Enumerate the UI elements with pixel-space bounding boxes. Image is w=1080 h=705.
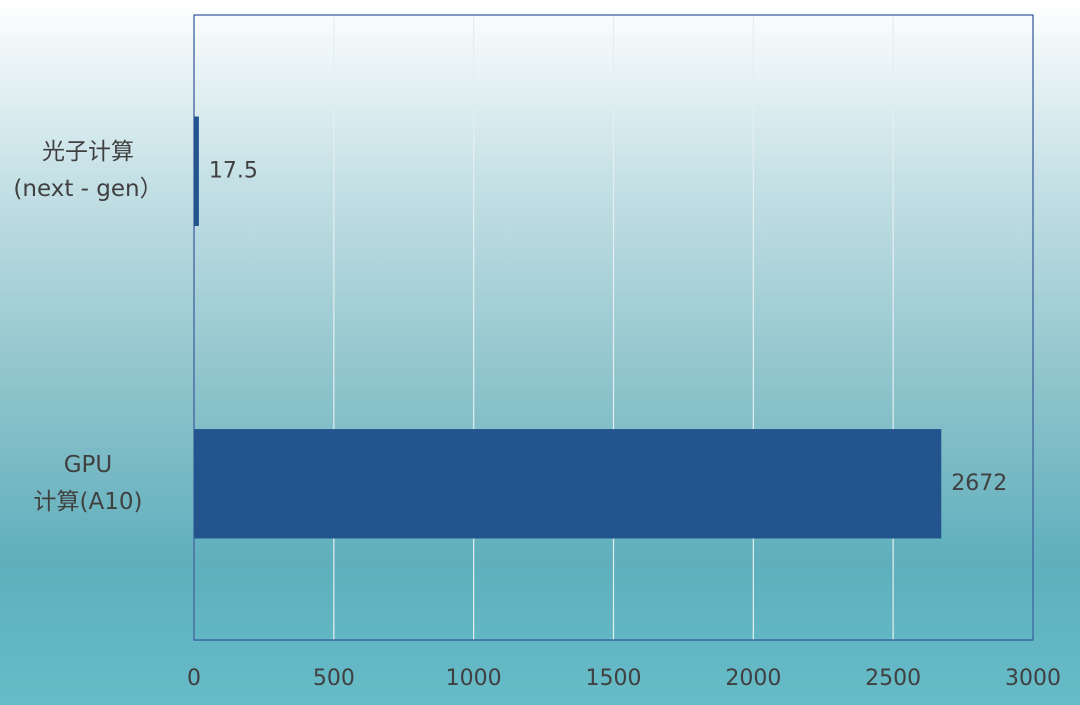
y-tick-label: GPU 计算(A10) bbox=[33, 451, 143, 515]
x-tick-label: 1500 bbox=[586, 666, 642, 691]
plot-frame bbox=[193, 14, 1034, 641]
x-tick-label: 500 bbox=[313, 666, 355, 691]
x-tick-label: 2000 bbox=[725, 666, 781, 691]
y-tick-label: 光子计算 (next - gen） bbox=[13, 139, 163, 203]
bar bbox=[194, 429, 942, 539]
x-tick-label: 1000 bbox=[446, 666, 502, 691]
x-tick-label: 2500 bbox=[865, 666, 921, 691]
value-label: 2672 bbox=[951, 471, 1007, 496]
value-label: 17.5 bbox=[209, 158, 258, 183]
x-tick-label: 3000 bbox=[1005, 666, 1061, 691]
x-tick-label: 0 bbox=[187, 666, 201, 691]
bar bbox=[194, 116, 199, 226]
